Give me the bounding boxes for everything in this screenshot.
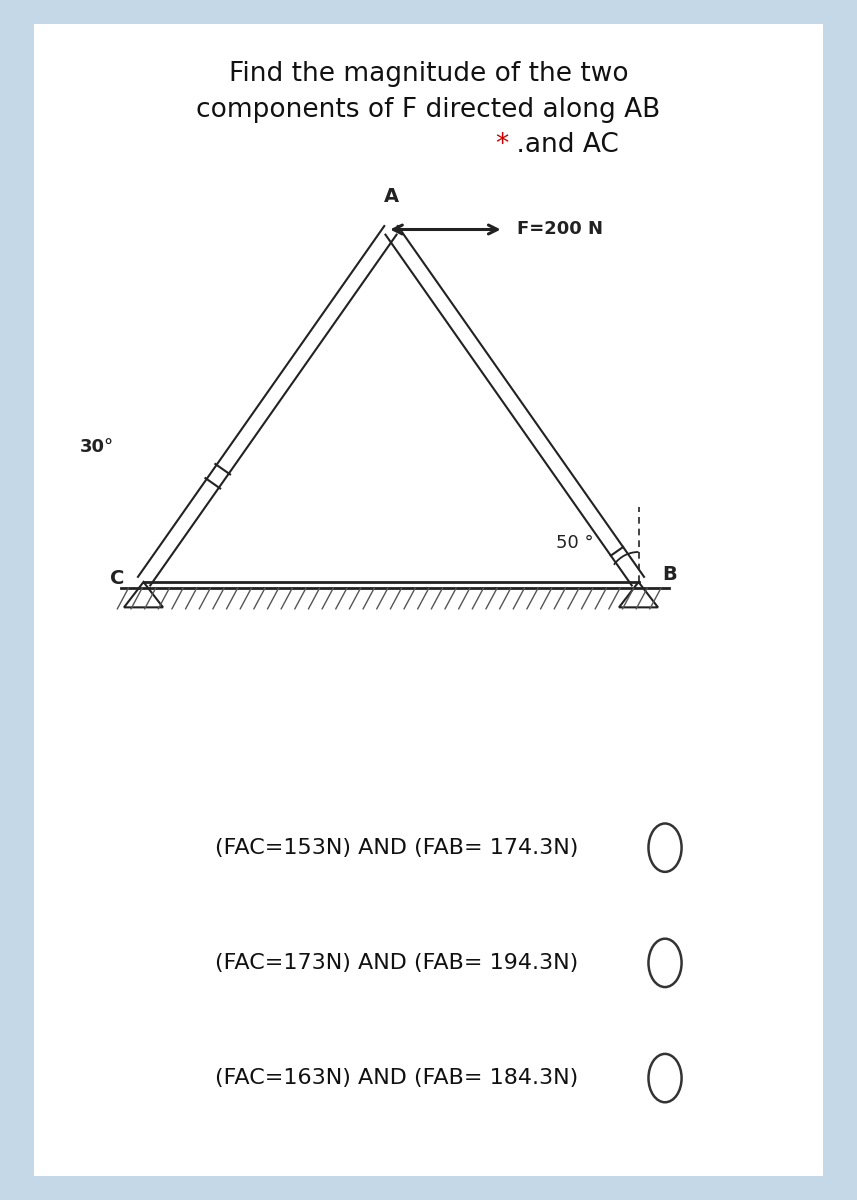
Text: C: C [111,569,125,588]
Text: *: * [495,132,509,158]
Text: (FAC=163N) AND (FAB= 184.3N): (FAC=163N) AND (FAB= 184.3N) [215,1068,578,1088]
Text: .and AC: .and AC [508,132,619,158]
Text: 50 °: 50 ° [556,534,594,552]
Text: A: A [383,186,399,205]
Text: 30°: 30° [80,438,114,456]
Text: Find the magnitude of the two: Find the magnitude of the two [229,61,628,86]
Text: (FAC=173N) AND (FAB= 194.3N): (FAC=173N) AND (FAB= 194.3N) [215,953,578,973]
Text: F=200 N: F=200 N [517,221,603,239]
FancyBboxPatch shape [19,1,838,1199]
Text: (FAC=153N) AND (FAB= 174.3N): (FAC=153N) AND (FAB= 174.3N) [215,838,578,858]
Text: B: B [662,565,677,584]
Text: components of F directed along AB: components of F directed along AB [196,96,661,122]
